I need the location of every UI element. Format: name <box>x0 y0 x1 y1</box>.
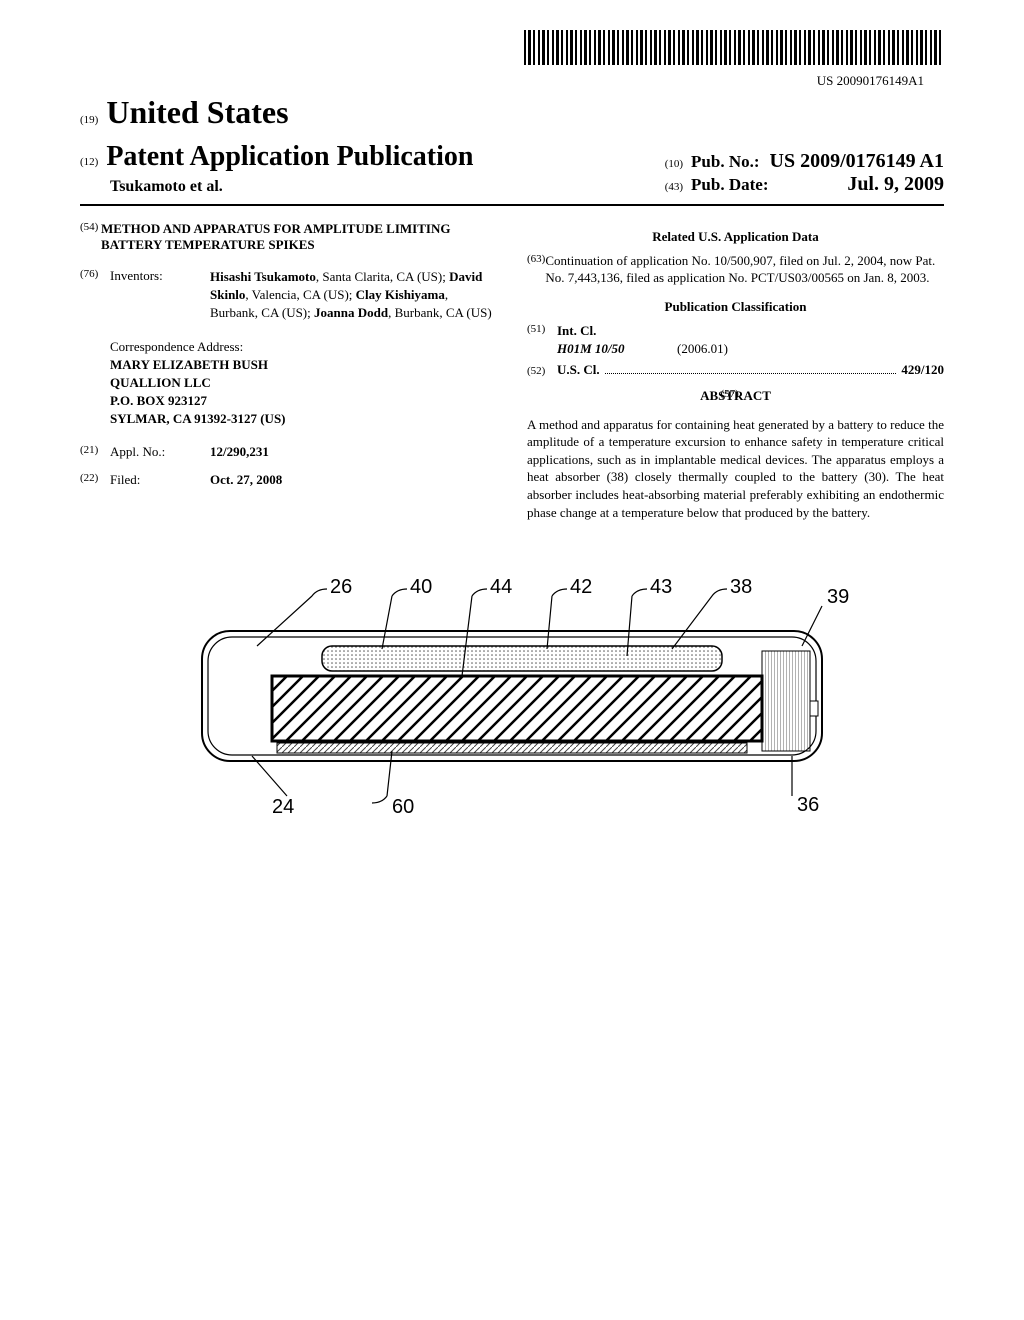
fig-label-39: 39 <box>827 586 849 608</box>
related-title: Related U.S. Application Data <box>527 229 944 245</box>
applno-num: (21) <box>80 444 110 460</box>
fig-label-36: 36 <box>797 794 819 816</box>
applno-label: Appl. No.: <box>110 444 210 460</box>
intcl-label: Int. Cl. <box>557 323 596 339</box>
inventors-row: (76) Inventors: Hisashi Tsukamoto, Santa… <box>80 268 497 323</box>
barcode-section: US 20090176149A1 <box>80 30 944 89</box>
intcl-row: (51) Int. Cl. <box>527 323 944 339</box>
corr-pobox: P.O. BOX 923127 <box>110 392 497 410</box>
fig-label-60: 60 <box>392 796 414 818</box>
abstract-header: (57) ABSTRACT <box>527 388 944 404</box>
left-column: (54) METHOD AND APPARATUS FOR AMPLITUDE … <box>80 221 497 521</box>
filed-value: Oct. 27, 2008 <box>210 472 497 488</box>
pubno-value: US 2009/0176149 A1 <box>770 150 944 173</box>
figure-area: 26 40 44 42 43 38 39 24 60 36 <box>80 561 944 826</box>
intcl-code: H01M 10/50 <box>557 341 677 357</box>
corr-company: QUALLION LLC <box>110 374 497 392</box>
fig-label-38: 38 <box>730 576 752 598</box>
abstract-text: A method and apparatus for containing he… <box>527 416 944 521</box>
uscl-dots <box>605 364 897 374</box>
corr-label: Correspondence Address: <box>110 338 497 356</box>
pubno-num: (10) <box>665 158 683 170</box>
inventors-label: Inventors: <box>110 268 210 323</box>
uscl-row: (52) U.S. Cl. 429/120 <box>527 362 944 378</box>
country-line: (19) United States <box>80 94 944 131</box>
inventors-list: Hisashi Tsukamoto, Santa Clarita, CA (US… <box>210 268 497 323</box>
fig-label-44: 44 <box>490 576 512 598</box>
fig-label-26: 26 <box>330 576 352 598</box>
classification-title: Publication Classification <box>527 299 944 315</box>
authors-line: Tsukamoto et al. <box>110 178 473 196</box>
filed-num: (22) <box>80 472 110 488</box>
fig-label-24: 24 <box>272 796 294 818</box>
title-num: (54) <box>80 221 101 253</box>
related-row: (63) Continuation of application No. 10/… <box>527 253 944 287</box>
intcl-num: (51) <box>527 323 557 339</box>
fig-label-42: 42 <box>570 576 592 598</box>
related-num: (63) <box>527 253 545 287</box>
filed-row: (22) Filed: Oct. 27, 2008 <box>80 472 497 488</box>
patent-figure: 26 40 44 42 43 38 39 24 60 36 <box>162 561 862 821</box>
country-num: (19) <box>80 114 98 126</box>
pubno-label: Pub. No.: <box>691 152 759 172</box>
uscl-code: 429/120 <box>901 362 944 378</box>
filed-label: Filed: <box>110 472 210 488</box>
corr-city: SYLMAR, CA 91392-3127 (US) <box>110 410 497 428</box>
content-columns: (54) METHOD AND APPARATUS FOR AMPLITUDE … <box>80 221 944 521</box>
applno-value: 12/290,231 <box>210 444 497 460</box>
country-name: United States <box>106 94 288 131</box>
header-left: (12) Patent Application Publication Tsuk… <box>80 136 473 196</box>
correspondence-block: Correspondence Address: MARY ELIZABETH B… <box>110 338 497 429</box>
uscl-label: U.S. Cl. <box>557 362 600 378</box>
barcode-text: US 20090176149A1 <box>80 73 924 89</box>
pub-type-num: (12) <box>80 156 98 168</box>
pubdate-label: Pub. Date: <box>691 175 768 195</box>
barcode-image <box>524 30 944 65</box>
title-row: (54) METHOD AND APPARATUS FOR AMPLITUDE … <box>80 221 497 253</box>
main-header: (12) Patent Application Publication Tsuk… <box>80 136 944 206</box>
corr-name: MARY ELIZABETH BUSH <box>110 356 497 374</box>
invention-title: METHOD AND APPARATUS FOR AMPLITUDE LIMIT… <box>101 221 497 253</box>
abstract-num: (57) <box>721 388 751 400</box>
pubdate-num: (43) <box>665 181 683 193</box>
fig-label-43: 43 <box>650 576 672 598</box>
right-column: Related U.S. Application Data (63) Conti… <box>527 221 944 521</box>
intcl-date: (2006.01) <box>677 341 728 357</box>
pubdate-value: Jul. 9, 2009 <box>847 173 944 196</box>
pub-type-title: Patent Application Publication <box>106 141 473 173</box>
related-text: Continuation of application No. 10/500,9… <box>545 253 944 287</box>
uscl-num: (52) <box>527 365 557 377</box>
applno-row: (21) Appl. No.: 12/290,231 <box>80 444 497 460</box>
header-right: (10) Pub. No.: US 2009/0176149 A1 (43) P… <box>665 150 944 196</box>
intcl-code-row: H01M 10/50 (2006.01) <box>557 341 944 357</box>
fig-label-40: 40 <box>410 576 432 598</box>
inventors-num: (76) <box>80 268 110 323</box>
